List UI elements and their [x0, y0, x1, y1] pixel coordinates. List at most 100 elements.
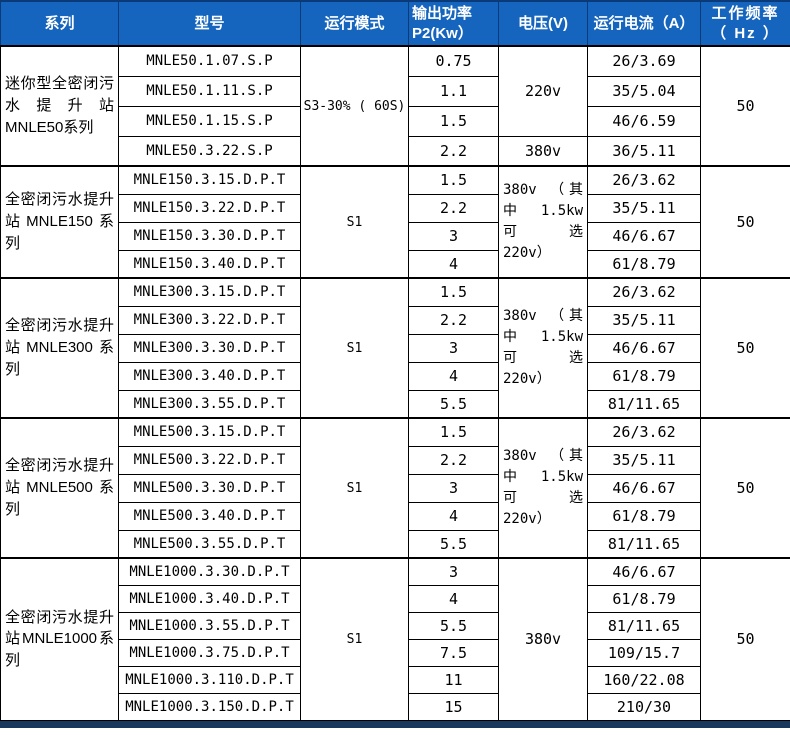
power-cell: 5.5	[408, 529, 499, 559]
model-cell: MNLE50.1.11.S.P	[118, 75, 301, 107]
power-cell: 4	[408, 361, 499, 391]
table-row: MNLE150.3.40.D.P.T 4 61/8.79	[1, 249, 790, 279]
mode-cell: S1	[300, 417, 409, 559]
table-row: MNLE500.3.55.D.P.T 5.5 81/11.65	[1, 529, 790, 559]
power-cell: 3	[408, 221, 499, 251]
voltage-cell: 380v （其中 1.5kw 可 选 220v）	[498, 277, 588, 419]
current-cell: 81/11.65	[587, 389, 701, 419]
table-row: MNLE50.3.22.S.P 2.2 380v 36/5.11	[1, 135, 790, 167]
current-cell: 46/6.67	[587, 473, 701, 503]
current-cell: 109/15.7	[587, 638, 701, 667]
table-row: 全密闭污水提升站MNLE500系列 MNLE500.3.15.D.P.T S1 …	[0, 417, 790, 559]
model-cell: MNLE1000.3.110.D.P.T	[118, 665, 301, 694]
voltage-cell: 380v （其中 1.5kw 可 选 220v）	[498, 417, 588, 559]
series-cell: 全密闭污水提升站MNLE500系列	[0, 417, 119, 559]
voltage-cell: 380v	[498, 557, 588, 721]
current-cell: 61/8.79	[587, 584, 701, 613]
current-cell: 46/6.67	[587, 333, 701, 363]
current-cell: 26/3.62	[587, 277, 701, 307]
power-cell: 5.5	[408, 611, 499, 640]
table-row: MNLE1000.3.150.D.P.T 15 210/30	[1, 692, 790, 721]
current-cell: 35/5.04	[587, 75, 701, 107]
power-cell: 1.1	[408, 75, 499, 107]
bottom-bar	[0, 720, 790, 728]
power-cell: 3	[408, 333, 499, 363]
model-cell: MNLE300.3.55.D.P.T	[118, 389, 301, 419]
model-cell: MNLE150.3.30.D.P.T	[118, 221, 301, 251]
col-header-mode: 运行模式	[300, 0, 409, 47]
model-cell: MNLE50.3.22.S.P	[118, 135, 301, 167]
model-cell: MNLE150.3.22.D.P.T	[118, 193, 301, 223]
model-cell: MNLE1000.3.40.D.P.T	[118, 584, 301, 613]
model-cell: MNLE50.1.07.S.P	[118, 45, 301, 77]
power-cell: 1.5	[408, 105, 499, 137]
col-header-frequency: 工作频率（ Hz ）	[700, 0, 790, 47]
table-row: 全密闭污水提升站MNLE1000系列 MNLE1000.3.30.D.P.T S…	[0, 557, 790, 721]
table-row: MNLE300.3.30.D.P.T 3 46/6.67	[1, 333, 790, 363]
series-cell: 全密闭污水提升站MNLE1000系列	[0, 557, 119, 721]
power-cell: 2.2	[408, 445, 499, 475]
current-cell: 46/6.67	[587, 557, 701, 586]
current-cell: 35/5.11	[587, 193, 701, 223]
power-cell: 3	[408, 473, 499, 503]
mode-cell: S3-30% ( 60S)	[300, 45, 409, 167]
table-row: 全密闭污水提升站MNLE300系列 MNLE300.3.15.D.P.T S1 …	[0, 277, 790, 419]
power-cell: 1.5	[408, 277, 499, 307]
current-cell: 61/8.79	[587, 361, 701, 391]
voltage-cell: 220v	[498, 45, 588, 137]
table-header-row: 系列 型号 运行模式 输出功率P2(Kw） 电压(V) 运行电流（A） 工作频率…	[0, 0, 790, 47]
mode-cell: S1	[300, 277, 409, 419]
col-header-output-power: 输出功率P2(Kw）	[408, 0, 499, 47]
current-cell: 81/11.65	[587, 529, 701, 559]
model-cell: MNLE300.3.22.D.P.T	[118, 305, 301, 335]
power-cell: 0.75	[408, 45, 499, 77]
table-row: MNLE1000.3.110.D.P.T 11 160/22.08	[1, 665, 790, 694]
frequency-cell: 50	[700, 557, 790, 721]
voltage-cell: 380v	[498, 135, 588, 167]
model-cell: MNLE50.1.15.S.P	[118, 105, 301, 137]
frequency-cell: 50	[700, 417, 790, 559]
frequency-cell: 50	[700, 277, 790, 419]
model-cell: MNLE300.3.30.D.P.T	[118, 333, 301, 363]
power-cell: 2.2	[408, 193, 499, 223]
current-cell: 26/3.69	[587, 45, 701, 77]
mode-cell: S1	[300, 557, 409, 721]
current-cell: 26/3.62	[587, 417, 701, 447]
series-cell: 全密闭污水提升站MNLE150系列	[0, 165, 119, 279]
model-cell: MNLE150.3.15.D.P.T	[118, 165, 301, 195]
model-cell: MNLE300.3.40.D.P.T	[118, 361, 301, 391]
power-cell: 4	[408, 584, 499, 613]
model-cell: MNLE500.3.30.D.P.T	[118, 473, 301, 503]
power-cell: 11	[408, 665, 499, 694]
voltage-cell: 380v （其中 1.5kw 可 选 220v）	[498, 165, 588, 279]
power-cell: 4	[408, 249, 499, 279]
model-cell: MNLE500.3.15.D.P.T	[118, 417, 301, 447]
power-cell: 1.5	[408, 417, 499, 447]
model-cell: MNLE1000.3.30.D.P.T	[118, 557, 301, 586]
current-cell: 35/5.11	[587, 445, 701, 475]
mode-cell: S1	[300, 165, 409, 279]
table-row: MNLE50.1.15.S.P 1.5 46/6.59	[1, 105, 790, 137]
power-cell: 15	[408, 692, 499, 721]
col-header-series: 系列	[0, 0, 119, 47]
table-row: 全密闭污水提升站MNLE150系列 MNLE150.3.15.D.P.T S1 …	[0, 165, 790, 279]
power-cell: 7.5	[408, 638, 499, 667]
current-cell: 210/30	[587, 692, 701, 721]
current-cell: 81/11.65	[587, 611, 701, 640]
model-cell: MNLE500.3.55.D.P.T	[118, 529, 301, 559]
current-cell: 61/8.79	[587, 249, 701, 279]
current-cell: 35/5.11	[587, 305, 701, 335]
col-header-model: 型号	[118, 0, 301, 47]
power-cell: 2.2	[408, 135, 499, 167]
model-cell: MNLE300.3.15.D.P.T	[118, 277, 301, 307]
current-cell: 61/8.79	[587, 501, 701, 531]
power-cell: 1.5	[408, 165, 499, 195]
power-cell: 3	[408, 557, 499, 586]
model-cell: MNLE1000.3.150.D.P.T	[118, 692, 301, 721]
current-cell: 160/22.08	[587, 665, 701, 694]
frequency-cell: 50	[700, 165, 790, 279]
table-row: MNLE150.3.22.D.P.T 2.2 35/5.11	[1, 193, 790, 223]
model-cell: MNLE1000.3.55.D.P.T	[118, 611, 301, 640]
frequency-cell: 50	[700, 45, 790, 167]
